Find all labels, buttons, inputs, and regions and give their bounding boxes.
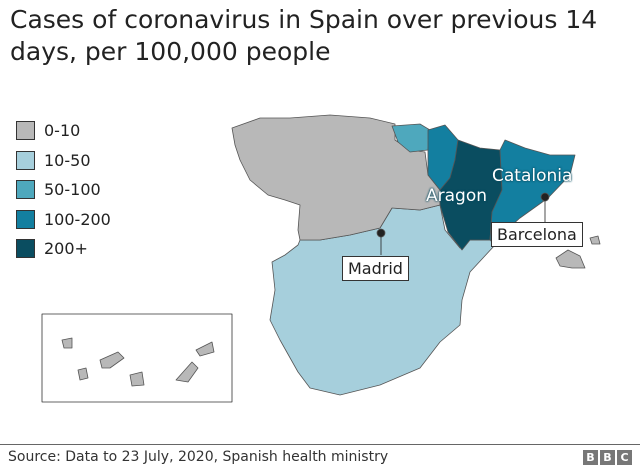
- label-madrid: Madrid: [342, 256, 409, 281]
- legend-item: 200+: [16, 234, 111, 264]
- label-barcelona: Barcelona: [491, 222, 583, 247]
- region-menorca: [589, 235, 601, 245]
- legend-swatch: [16, 150, 35, 170]
- label-catalonia: Catalonia: [492, 166, 573, 186]
- legend-item: 50-100: [16, 175, 111, 205]
- label-aragon: Aragon: [426, 186, 488, 206]
- legend-item: 0-10: [16, 116, 111, 146]
- legend-swatch: [16, 209, 35, 229]
- footer: Source: Data to 23 July, 2020, Spanish h…: [0, 444, 640, 465]
- region-balearic-islands: [555, 249, 586, 269]
- logo-letter: C: [617, 450, 632, 465]
- legend-label: 100-200: [44, 209, 111, 229]
- legend-swatch: [16, 121, 35, 141]
- logo-letter: B: [600, 450, 615, 465]
- legend-label: 0-10: [44, 121, 81, 141]
- legend: 0-10 10-50 50-100 100-200 200+: [16, 116, 111, 264]
- legend-label: 50-100: [44, 180, 101, 200]
- legend-item: 100-200: [16, 205, 111, 235]
- canary-islands-inset: [41, 313, 233, 403]
- legend-label: 10-50: [44, 150, 91, 170]
- legend-swatch: [16, 239, 35, 259]
- legend-swatch: [16, 180, 35, 200]
- logo-letter: B: [583, 450, 598, 465]
- region-northwest: [231, 114, 441, 241]
- chart-title: Cases of coronavirus in Spain over previ…: [10, 5, 598, 66]
- legend-item: 10-50: [16, 146, 111, 176]
- legend-label: 200+: [44, 239, 88, 259]
- source-text: Source: Data to 23 July, 2020, Spanish h…: [8, 449, 389, 465]
- canary-islands: [61, 337, 215, 387]
